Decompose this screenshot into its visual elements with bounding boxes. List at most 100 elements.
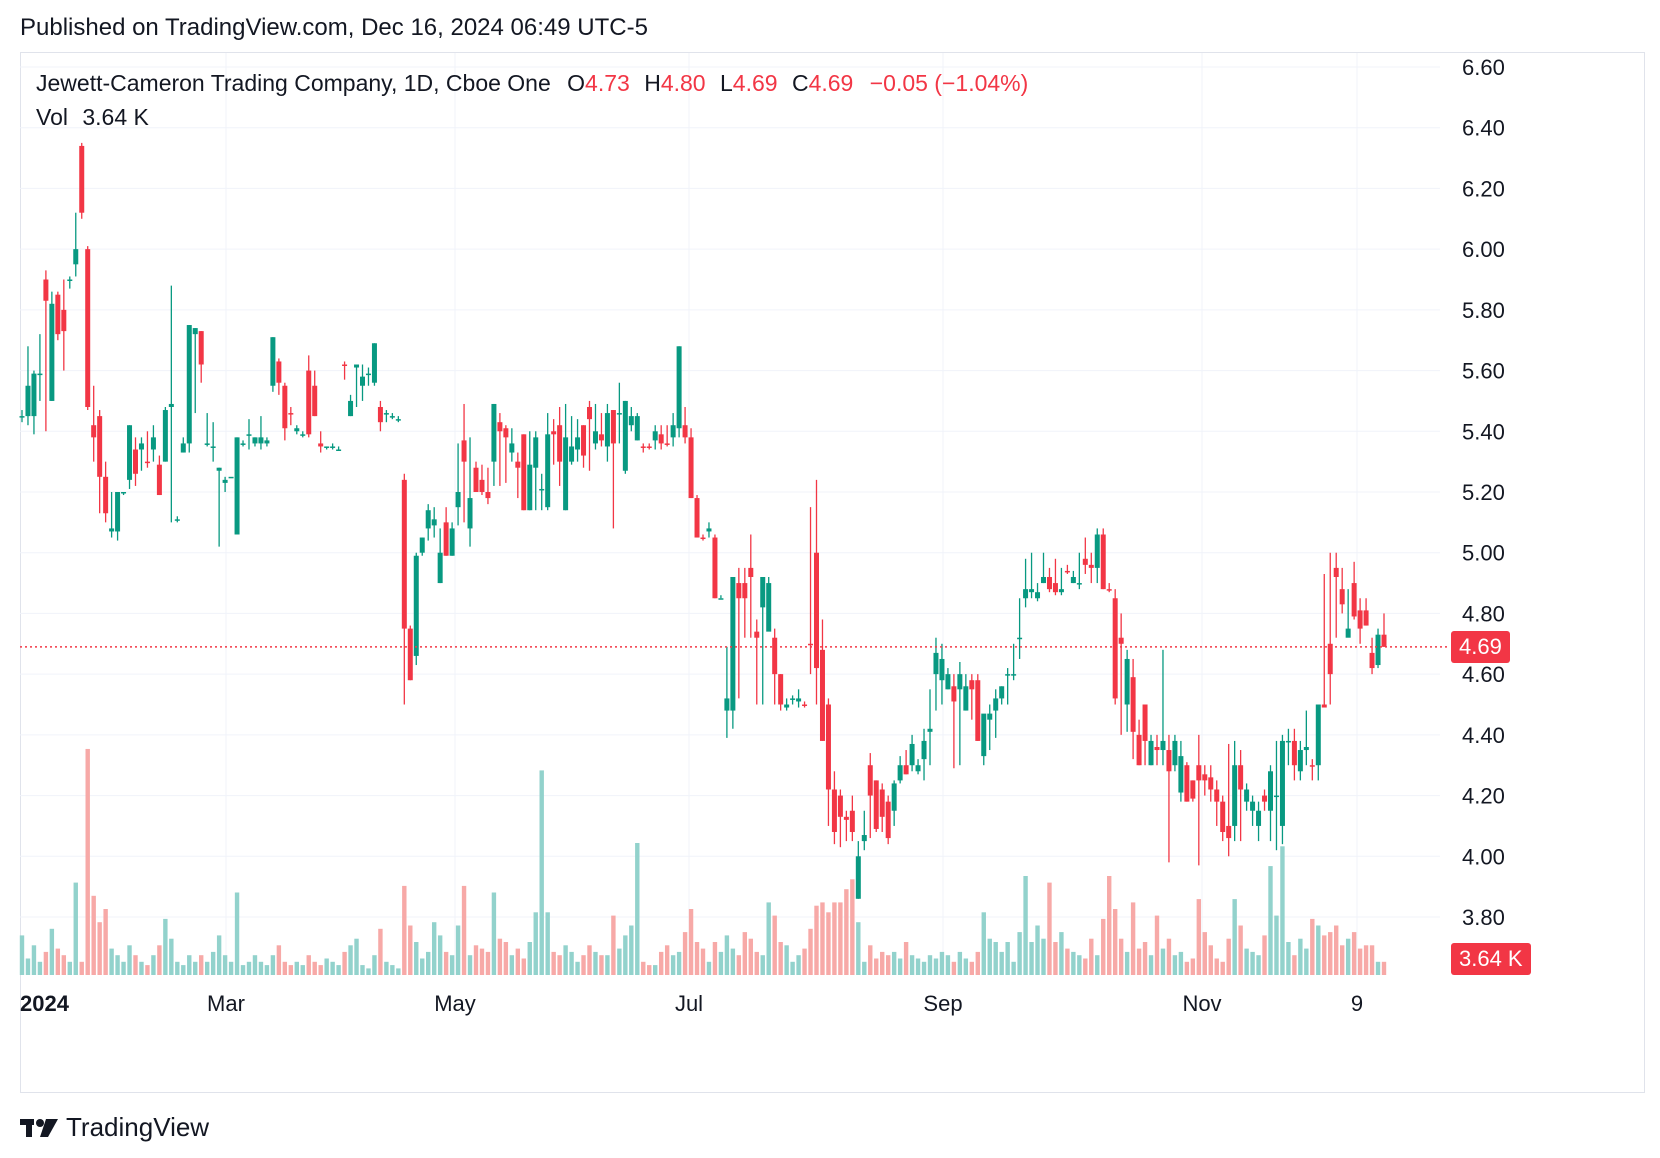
volume-bar xyxy=(527,942,532,975)
volume-bar xyxy=(539,770,544,975)
candle-body xyxy=(97,416,103,477)
volume-bar xyxy=(724,935,730,975)
candle-body xyxy=(927,728,933,732)
volume-bar xyxy=(497,938,503,975)
volume-bar xyxy=(1190,958,1196,975)
volume-bar xyxy=(1280,846,1285,975)
volume-bar xyxy=(258,961,264,975)
published-caption: Published on TradingView.com, Dec 16, 20… xyxy=(20,14,648,41)
volume-bar xyxy=(557,955,562,975)
volume-bar xyxy=(1298,938,1303,975)
last-price-tag: 4.69 xyxy=(1451,630,1510,663)
volume-bar xyxy=(880,951,885,975)
candle-body xyxy=(527,464,533,511)
volume-bar xyxy=(234,892,240,975)
volume-bar xyxy=(91,895,96,975)
y-tick-label: 5.60 xyxy=(1462,359,1505,384)
candle-body xyxy=(377,407,383,423)
candle-body xyxy=(318,443,324,447)
candle-body xyxy=(19,416,25,418)
x-tick-label: Sep xyxy=(923,991,962,1016)
candle-body xyxy=(1094,534,1100,568)
candle-body xyxy=(25,385,31,417)
candle-body xyxy=(1005,674,1011,676)
volume-bar xyxy=(957,951,963,975)
volume-bar xyxy=(832,902,837,975)
candle-body xyxy=(796,698,802,702)
candle-body xyxy=(312,385,318,417)
legend-high-value: 4.80 xyxy=(660,70,706,96)
volume-bar xyxy=(1304,948,1309,975)
volume-bar xyxy=(1339,945,1345,975)
volume-bar xyxy=(252,955,258,975)
volume-bar xyxy=(1316,925,1321,975)
candle-body xyxy=(156,464,162,496)
volume-bar xyxy=(204,961,210,975)
candle-body xyxy=(700,537,706,540)
volume-bar xyxy=(868,945,873,975)
candle-body xyxy=(1190,780,1196,799)
volume-bar xyxy=(157,945,162,975)
volume-bar xyxy=(617,948,622,975)
candle-body xyxy=(288,413,294,415)
volume-bar xyxy=(294,961,299,975)
candle-body xyxy=(855,856,861,899)
volume-bar xyxy=(593,951,598,975)
volume-bar xyxy=(748,938,753,975)
candle-body xyxy=(407,628,413,681)
candle-body xyxy=(766,583,772,632)
tradingview-footer[interactable]: TradingView xyxy=(20,1112,209,1143)
volume-bar xyxy=(324,958,329,975)
volume-bar xyxy=(790,961,795,975)
candle-body xyxy=(706,528,712,532)
volume-bar xyxy=(1351,932,1357,975)
volume-bar xyxy=(1345,938,1351,975)
candle-body xyxy=(999,686,1005,699)
candle-body xyxy=(1303,747,1309,751)
volume-bar xyxy=(1184,961,1190,975)
volume-bar xyxy=(850,879,855,975)
candle-body xyxy=(682,425,688,438)
volume-bar xyxy=(629,925,634,975)
candle-body xyxy=(814,552,819,669)
candle-body xyxy=(1142,704,1148,741)
volume-bar xyxy=(336,965,341,975)
volume-bar xyxy=(61,955,67,975)
volume-bar xyxy=(1196,899,1202,975)
candle-body xyxy=(264,440,270,444)
candle-body xyxy=(348,400,354,417)
candle-body xyxy=(587,407,592,420)
candle-body xyxy=(240,443,246,445)
candle-body xyxy=(210,446,216,448)
candle-body xyxy=(330,446,336,448)
legend-high-label: H xyxy=(644,70,661,96)
candle-body xyxy=(1256,810,1262,826)
candle-body xyxy=(1220,801,1226,832)
candle-body xyxy=(1112,598,1118,699)
volume-bar xyxy=(802,948,807,975)
candle-body xyxy=(640,446,646,448)
volume-bar xyxy=(581,955,586,975)
volume-bar xyxy=(85,748,90,975)
volume-bar xyxy=(414,942,419,975)
candle-body xyxy=(664,443,670,445)
candle-body xyxy=(569,446,575,462)
volume-bar xyxy=(67,961,72,975)
chart-frame[interactable] xyxy=(20,52,1645,1093)
candle-body xyxy=(270,337,276,386)
volume-bar xyxy=(384,961,389,975)
volume-bar xyxy=(222,955,228,975)
volume-bar xyxy=(103,909,108,975)
volume-bar xyxy=(55,948,61,975)
candle-body xyxy=(903,765,909,775)
last-volume-tag: 3.64 K xyxy=(1451,943,1531,975)
volume-bar xyxy=(1178,951,1184,975)
volume-bar xyxy=(575,961,580,975)
candle-body xyxy=(951,686,957,702)
volume-bar xyxy=(1023,876,1028,975)
candle-body xyxy=(246,434,252,436)
candle-body xyxy=(533,437,539,468)
legend-close-label: C xyxy=(791,70,809,96)
volume-bar xyxy=(396,968,401,975)
